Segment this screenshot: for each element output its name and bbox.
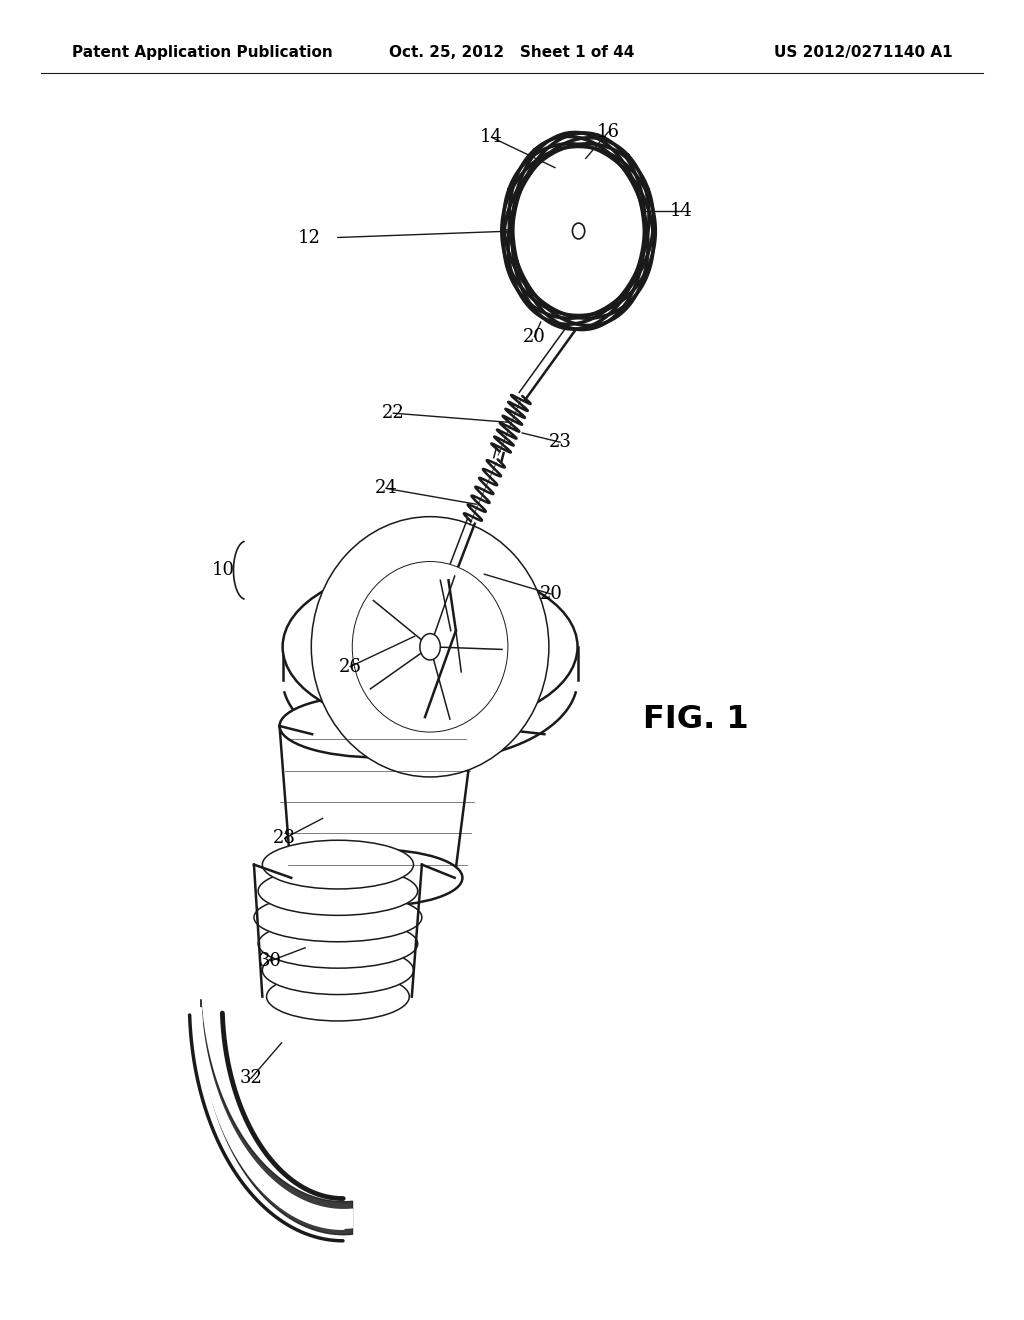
Text: 28: 28 [273, 829, 296, 847]
Text: 20: 20 [523, 327, 546, 346]
Ellipse shape [311, 516, 549, 777]
Ellipse shape [266, 973, 410, 1020]
Text: 30: 30 [259, 952, 282, 970]
Text: 26: 26 [339, 657, 361, 676]
Text: 32: 32 [240, 1069, 262, 1088]
Ellipse shape [291, 850, 463, 906]
Text: 12: 12 [298, 228, 321, 247]
Text: 22: 22 [382, 404, 404, 422]
Ellipse shape [258, 867, 418, 915]
Ellipse shape [254, 894, 422, 941]
Text: 16: 16 [597, 123, 620, 141]
Text: Patent Application Publication: Patent Application Publication [72, 45, 333, 61]
Ellipse shape [280, 694, 474, 758]
Text: FIG. 1: FIG. 1 [643, 704, 750, 735]
Text: 24: 24 [375, 479, 397, 498]
Ellipse shape [262, 946, 414, 994]
Text: US 2012/0271140 A1: US 2012/0271140 A1 [774, 45, 952, 61]
Ellipse shape [283, 566, 578, 727]
Text: 23: 23 [549, 433, 571, 451]
Ellipse shape [262, 841, 414, 888]
Text: 10: 10 [212, 561, 234, 579]
Text: 20: 20 [540, 585, 562, 603]
Ellipse shape [352, 561, 508, 733]
Circle shape [572, 223, 585, 239]
Text: Oct. 25, 2012   Sheet 1 of 44: Oct. 25, 2012 Sheet 1 of 44 [389, 45, 635, 61]
Text: 14: 14 [480, 128, 503, 147]
Text: 14: 14 [670, 202, 692, 220]
Circle shape [420, 634, 440, 660]
Ellipse shape [258, 920, 418, 968]
